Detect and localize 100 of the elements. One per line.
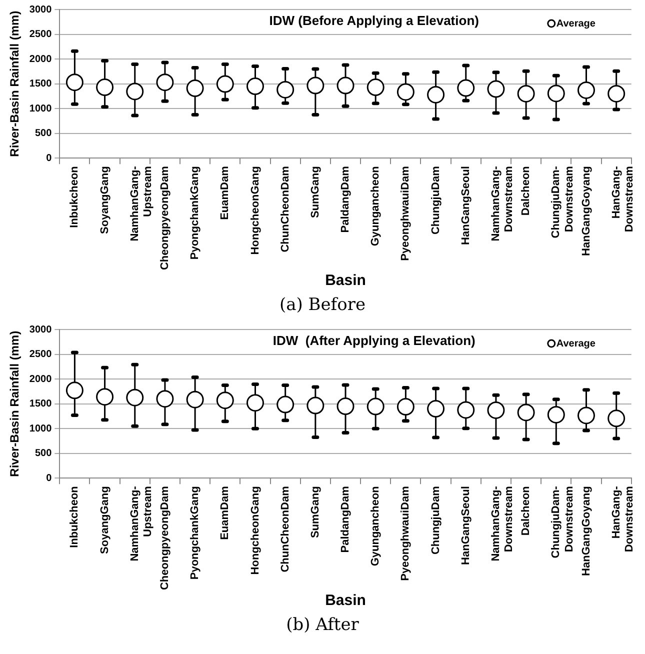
point xyxy=(216,75,234,93)
text: (b) After xyxy=(285,614,360,637)
y-tick-label: 2500 xyxy=(29,349,52,360)
point xyxy=(216,392,234,410)
point xyxy=(186,390,204,408)
x-tick-label: PyeonghwauiDam xyxy=(400,166,412,261)
point xyxy=(186,80,204,98)
point xyxy=(306,396,324,414)
x-tick-label: ChungjuDam xyxy=(430,486,442,555)
x-tick-label: SumGang xyxy=(309,486,322,538)
text: (a) Before xyxy=(278,294,367,317)
x-tick-label: Gyungancheon xyxy=(370,166,382,246)
x-tick-label: ChungjuDam xyxy=(430,166,442,235)
y-tick-label: 3000 xyxy=(29,4,52,16)
x-tick-label: NamhanGang-Downstream xyxy=(490,486,516,562)
x-tick-label: Dalcheon xyxy=(520,486,532,536)
x-tick-label: SoyangGang xyxy=(98,166,111,234)
x-tick-label: EuamDam xyxy=(219,486,232,540)
point xyxy=(396,83,414,101)
point xyxy=(547,84,565,102)
point xyxy=(366,398,384,416)
chart-title: IDW (Before Applying a Elevation) xyxy=(269,13,479,28)
point xyxy=(487,401,505,419)
x-axis-title: Basin xyxy=(325,592,366,610)
point xyxy=(156,74,174,92)
point xyxy=(276,396,294,414)
y-tick-label: 0 xyxy=(46,152,52,164)
point xyxy=(427,400,445,418)
y-tick-label: 2500 xyxy=(29,29,52,40)
point xyxy=(608,84,626,102)
point xyxy=(96,388,114,406)
x-tick-label: ChunCheonDam xyxy=(279,166,292,252)
x-tick-label: SumGang xyxy=(309,166,322,218)
legend-label: Average xyxy=(556,338,596,350)
x-tick-label: PaldangDam xyxy=(340,486,352,553)
point xyxy=(336,398,354,416)
x-tick-label: ChunCheonDam xyxy=(279,486,292,572)
x-tick-label: HanGangGoyang xyxy=(580,486,592,576)
x-tick-label: PaldangDam xyxy=(340,166,352,233)
point xyxy=(246,78,264,96)
point xyxy=(457,401,475,419)
y-tick-label: 3000 xyxy=(29,324,52,336)
point xyxy=(66,74,84,92)
point xyxy=(577,406,595,424)
point xyxy=(66,382,84,400)
point xyxy=(517,404,535,422)
x-tick-label: CheongpyeongDam xyxy=(158,486,171,590)
x-tick-label: HongcheonGang xyxy=(249,166,262,255)
x-tick-label: HanGangSeoul xyxy=(460,486,472,565)
point xyxy=(336,76,354,94)
point xyxy=(126,388,144,406)
point xyxy=(96,78,114,96)
y-tick-label: 1000 xyxy=(29,423,52,434)
y-axis-title: River-Basin Rainfall (mm) xyxy=(8,330,22,477)
x-tick-label: ChungjuDam-Downstream xyxy=(550,486,576,558)
x-tick-label: HanGangGoyang xyxy=(580,166,592,256)
x-tick-label: PyongchankGang xyxy=(189,486,202,580)
point xyxy=(396,398,414,416)
y-tick-label: 0 xyxy=(46,472,52,484)
point xyxy=(517,84,535,102)
point xyxy=(156,390,174,408)
y-tick-label: 1500 xyxy=(29,78,52,90)
y-tick-label: 1000 xyxy=(29,103,52,114)
x-tick-label: Inbukcheon xyxy=(68,166,81,228)
point xyxy=(577,81,595,99)
x-tick-label: ChungjuDam-Downstream xyxy=(550,166,576,238)
point xyxy=(126,82,144,100)
y-tick-label: 500 xyxy=(34,448,52,460)
x-tick-label: Dalcheon xyxy=(520,166,532,216)
x-tick-label: HanGangSeoul xyxy=(460,166,472,245)
x-tick-label: PyongchankGang xyxy=(189,166,202,260)
point xyxy=(427,86,445,104)
x-tick-label: Inbukcheon xyxy=(68,486,81,548)
x-tick-label: NamhanGang-Upstream xyxy=(128,166,154,242)
x-tick-label: CheongpyeongDam xyxy=(158,166,171,270)
point xyxy=(246,394,264,412)
y-tick-label: 500 xyxy=(34,128,52,140)
point xyxy=(276,81,294,98)
y-axis-title: River-Basin Rainfall (mm) xyxy=(8,10,22,157)
y-tick-label: 2000 xyxy=(29,54,52,65)
x-tick-label: PyeonghwauiDam xyxy=(400,486,412,581)
x-tick-label: EuamDam xyxy=(219,166,232,220)
chart-title: IDW (After Applying a Elevation) xyxy=(272,333,476,348)
point xyxy=(366,78,384,96)
point xyxy=(487,80,505,98)
legend-label: Average xyxy=(556,18,596,30)
x-tick-label: NamhanGang-Upstream xyxy=(128,486,154,562)
x-tick-label: HongcheonGang xyxy=(249,486,262,575)
x-tick-label: SoyangGang xyxy=(98,486,111,554)
point xyxy=(547,406,565,424)
point xyxy=(457,79,475,97)
x-tick-label: NamhanGang-Downstream xyxy=(490,166,516,242)
point xyxy=(306,76,324,94)
x-tick-label: Gyungancheon xyxy=(370,486,382,566)
x-axis-title: Basin xyxy=(325,272,366,290)
y-tick-label: 1500 xyxy=(29,398,52,410)
y-tick-label: 2000 xyxy=(29,374,52,385)
x-tick-label: HanGang-Downstream xyxy=(610,486,636,552)
x-tick-label: HanGang-Downstream xyxy=(610,166,636,232)
point xyxy=(608,410,626,428)
